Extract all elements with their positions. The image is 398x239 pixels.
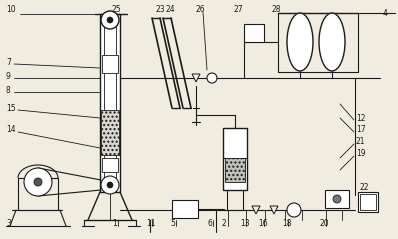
Text: 8: 8 bbox=[6, 86, 11, 94]
Text: 3: 3 bbox=[6, 219, 11, 228]
Bar bbox=[360, 194, 376, 210]
Bar bbox=[358, 192, 378, 212]
Bar bbox=[102, 158, 118, 172]
Text: 9: 9 bbox=[6, 71, 11, 81]
Text: 27: 27 bbox=[234, 5, 244, 13]
Text: 22: 22 bbox=[360, 184, 369, 192]
Bar bbox=[225, 158, 245, 182]
Text: 21: 21 bbox=[356, 137, 365, 147]
Text: 23: 23 bbox=[156, 5, 166, 13]
Text: 26: 26 bbox=[195, 5, 205, 13]
Circle shape bbox=[34, 178, 42, 186]
Bar bbox=[102, 55, 118, 73]
Circle shape bbox=[287, 203, 301, 217]
Text: 2: 2 bbox=[222, 219, 227, 228]
Text: 5: 5 bbox=[170, 219, 175, 228]
Text: 13: 13 bbox=[240, 219, 250, 228]
Polygon shape bbox=[270, 206, 278, 214]
Text: 28: 28 bbox=[272, 5, 281, 13]
Circle shape bbox=[107, 182, 113, 188]
Text: 17: 17 bbox=[356, 125, 366, 135]
Circle shape bbox=[101, 176, 119, 194]
Text: 14: 14 bbox=[6, 125, 16, 135]
Text: 12: 12 bbox=[356, 114, 365, 123]
Ellipse shape bbox=[319, 13, 345, 71]
Bar bbox=[18, 178, 58, 210]
Bar bbox=[101, 110, 119, 155]
Text: 16: 16 bbox=[258, 219, 267, 228]
Text: 19: 19 bbox=[356, 150, 366, 158]
Polygon shape bbox=[192, 74, 200, 82]
Text: 20: 20 bbox=[320, 219, 330, 228]
Text: 25: 25 bbox=[112, 5, 122, 13]
Text: 6: 6 bbox=[207, 219, 212, 228]
Bar bbox=[223, 128, 247, 190]
Text: 11: 11 bbox=[146, 219, 156, 228]
Circle shape bbox=[24, 168, 52, 196]
Circle shape bbox=[107, 17, 113, 23]
Circle shape bbox=[333, 195, 341, 203]
Text: 7: 7 bbox=[6, 58, 11, 66]
Bar bbox=[244, 24, 264, 42]
Text: 15: 15 bbox=[6, 103, 16, 113]
Bar bbox=[325, 190, 349, 208]
Circle shape bbox=[101, 11, 119, 29]
Text: 10: 10 bbox=[6, 5, 16, 13]
Text: 1: 1 bbox=[112, 219, 117, 228]
Bar bbox=[100, 14, 120, 192]
Polygon shape bbox=[252, 206, 260, 214]
Bar bbox=[172, 200, 198, 218]
Text: 4: 4 bbox=[383, 9, 388, 17]
Text: 18: 18 bbox=[282, 219, 291, 228]
Text: 24: 24 bbox=[166, 5, 176, 13]
Ellipse shape bbox=[287, 13, 313, 71]
Circle shape bbox=[207, 73, 217, 83]
